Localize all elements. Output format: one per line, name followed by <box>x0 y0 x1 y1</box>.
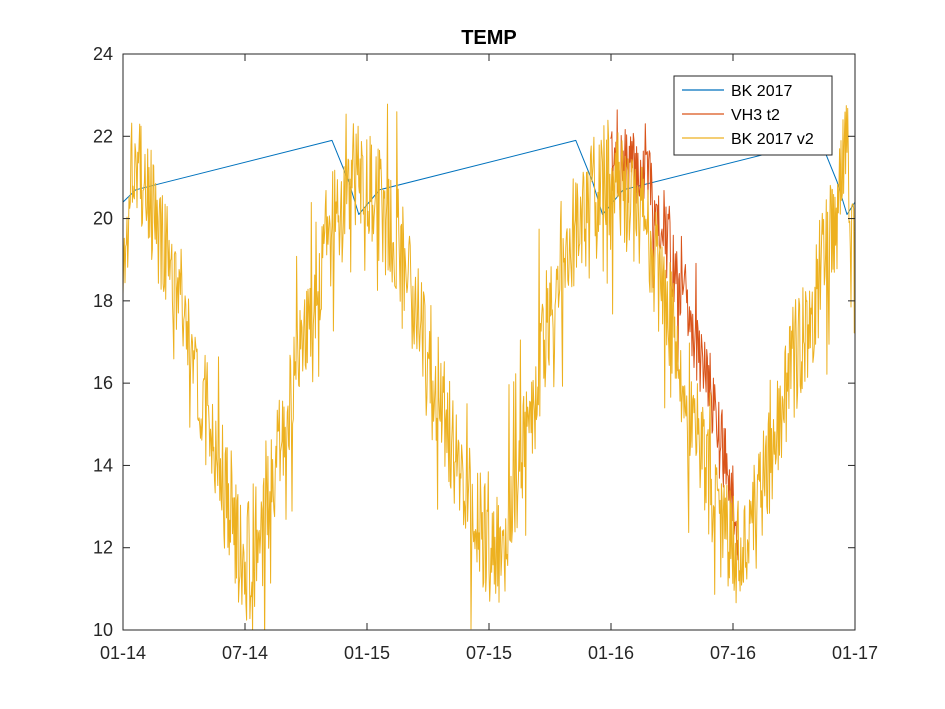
y-tick-label: 10 <box>93 620 113 640</box>
series-line-1 <box>123 139 855 215</box>
series-line-3 <box>123 103 855 630</box>
series-line-2 <box>610 109 739 561</box>
chart-title: TEMP <box>461 27 517 49</box>
x-tick-label: 07-15 <box>466 643 512 663</box>
x-tick-label: 07-16 <box>710 643 756 663</box>
x-tick-label: 01-15 <box>344 643 390 663</box>
y-tick-label: 18 <box>93 291 113 311</box>
x-tick-label: 01-17 <box>832 643 878 663</box>
y-tick-label: 16 <box>93 373 113 393</box>
x-tick-label: 07-14 <box>222 643 268 663</box>
axes-layer: 01-14 07-14 01-15 07-15 01-16 07-16 01-17 10 12 1… <box>93 44 878 663</box>
y-tick-label: 20 <box>93 209 113 229</box>
x-tick-label: 01-14 <box>100 643 146 663</box>
legend-label: BK 2017 v2 <box>731 131 814 148</box>
legend-box <box>673 75 833 156</box>
y-tick-label: 12 <box>93 538 113 558</box>
legend-label: BK 2017 <box>731 83 792 100</box>
y-tick-label: 24 <box>93 44 113 64</box>
legend: BK 2017 VH3 t2 BK 2017 v2 <box>673 75 833 156</box>
legend-label: VH3 t2 <box>731 107 780 124</box>
y-tick-label: 22 <box>93 126 113 146</box>
x-tick-label: 01-16 <box>588 643 634 663</box>
series-layer <box>123 103 855 630</box>
y-tick-label: 14 <box>93 455 113 475</box>
